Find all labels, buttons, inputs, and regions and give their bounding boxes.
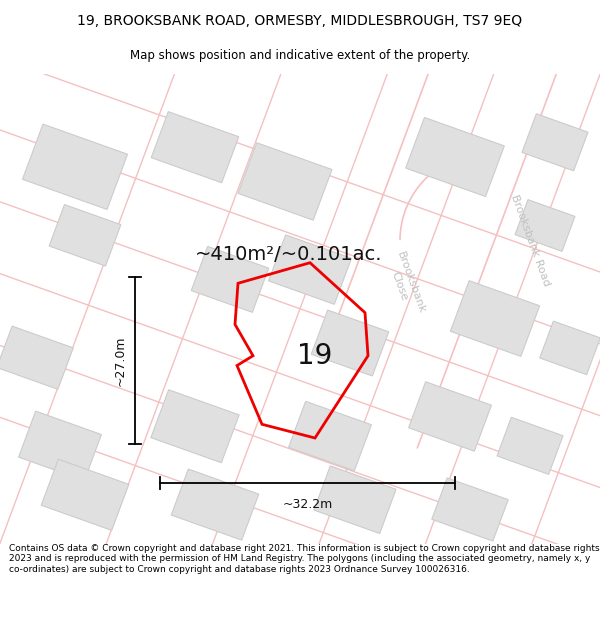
Polygon shape (497, 418, 563, 474)
Polygon shape (314, 466, 396, 534)
Text: Brooksbank Road: Brooksbank Road (509, 193, 551, 288)
Polygon shape (49, 204, 121, 266)
Text: 19: 19 (298, 342, 332, 370)
Polygon shape (515, 199, 575, 251)
Text: ~27.0m: ~27.0m (114, 336, 127, 386)
Polygon shape (191, 246, 269, 312)
Polygon shape (151, 390, 239, 462)
Text: ~410m²/~0.101ac.: ~410m²/~0.101ac. (195, 246, 383, 264)
Text: Brooksbank
Close: Brooksbank Close (383, 250, 427, 319)
Polygon shape (409, 382, 491, 451)
Text: 19, BROOKSBANK ROAD, ORMESBY, MIDDLESBROUGH, TS7 9EQ: 19, BROOKSBANK ROAD, ORMESBY, MIDDLESBRO… (77, 14, 523, 28)
Text: Map shows position and indicative extent of the property.: Map shows position and indicative extent… (130, 49, 470, 62)
Polygon shape (238, 142, 332, 220)
Polygon shape (269, 235, 352, 304)
Polygon shape (451, 281, 539, 356)
Polygon shape (171, 469, 259, 540)
Polygon shape (151, 112, 239, 182)
Polygon shape (432, 478, 508, 541)
Polygon shape (311, 310, 389, 376)
Polygon shape (19, 411, 101, 481)
Text: ~32.2m: ~32.2m (283, 498, 332, 511)
Polygon shape (41, 459, 129, 531)
Polygon shape (0, 326, 73, 389)
Polygon shape (22, 124, 128, 209)
Polygon shape (522, 114, 588, 171)
Polygon shape (406, 118, 505, 196)
Text: Contains OS data © Crown copyright and database right 2021. This information is : Contains OS data © Crown copyright and d… (9, 544, 599, 574)
Polygon shape (539, 321, 600, 375)
Polygon shape (289, 401, 371, 471)
